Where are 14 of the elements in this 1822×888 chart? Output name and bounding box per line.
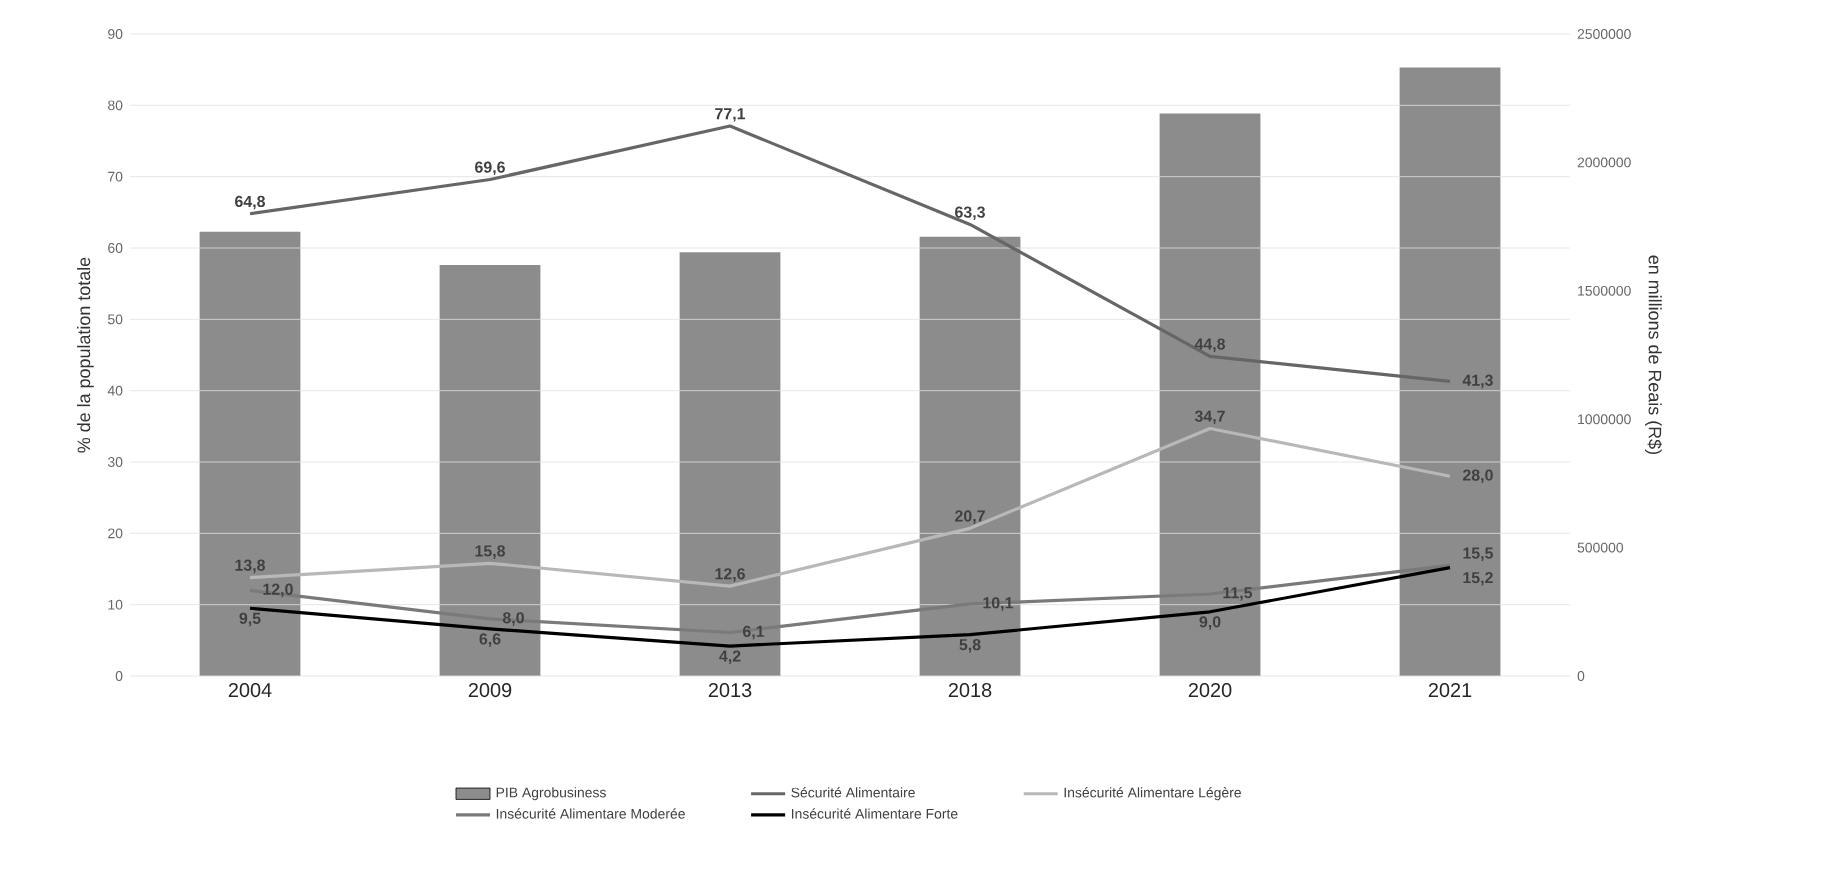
bar bbox=[439, 265, 541, 676]
y2-axis-title: en millions de Reais (R$) bbox=[1645, 255, 1663, 455]
x-tick-label: 2004 bbox=[228, 683, 272, 698]
bar bbox=[1399, 67, 1501, 676]
bar bbox=[679, 252, 781, 676]
x-tick-label: 2013 bbox=[708, 683, 752, 698]
bar bbox=[1159, 113, 1261, 676]
x-tick-label: 2020 bbox=[1188, 683, 1232, 698]
bar bbox=[919, 236, 1021, 676]
y-axis-title: % de la population totale bbox=[77, 257, 94, 453]
x-tick-label: 2018 bbox=[948, 683, 992, 698]
x-tick-label: 2021 bbox=[1428, 683, 1472, 698]
x-tick-label: 2009 bbox=[468, 683, 512, 698]
bar bbox=[199, 231, 301, 676]
